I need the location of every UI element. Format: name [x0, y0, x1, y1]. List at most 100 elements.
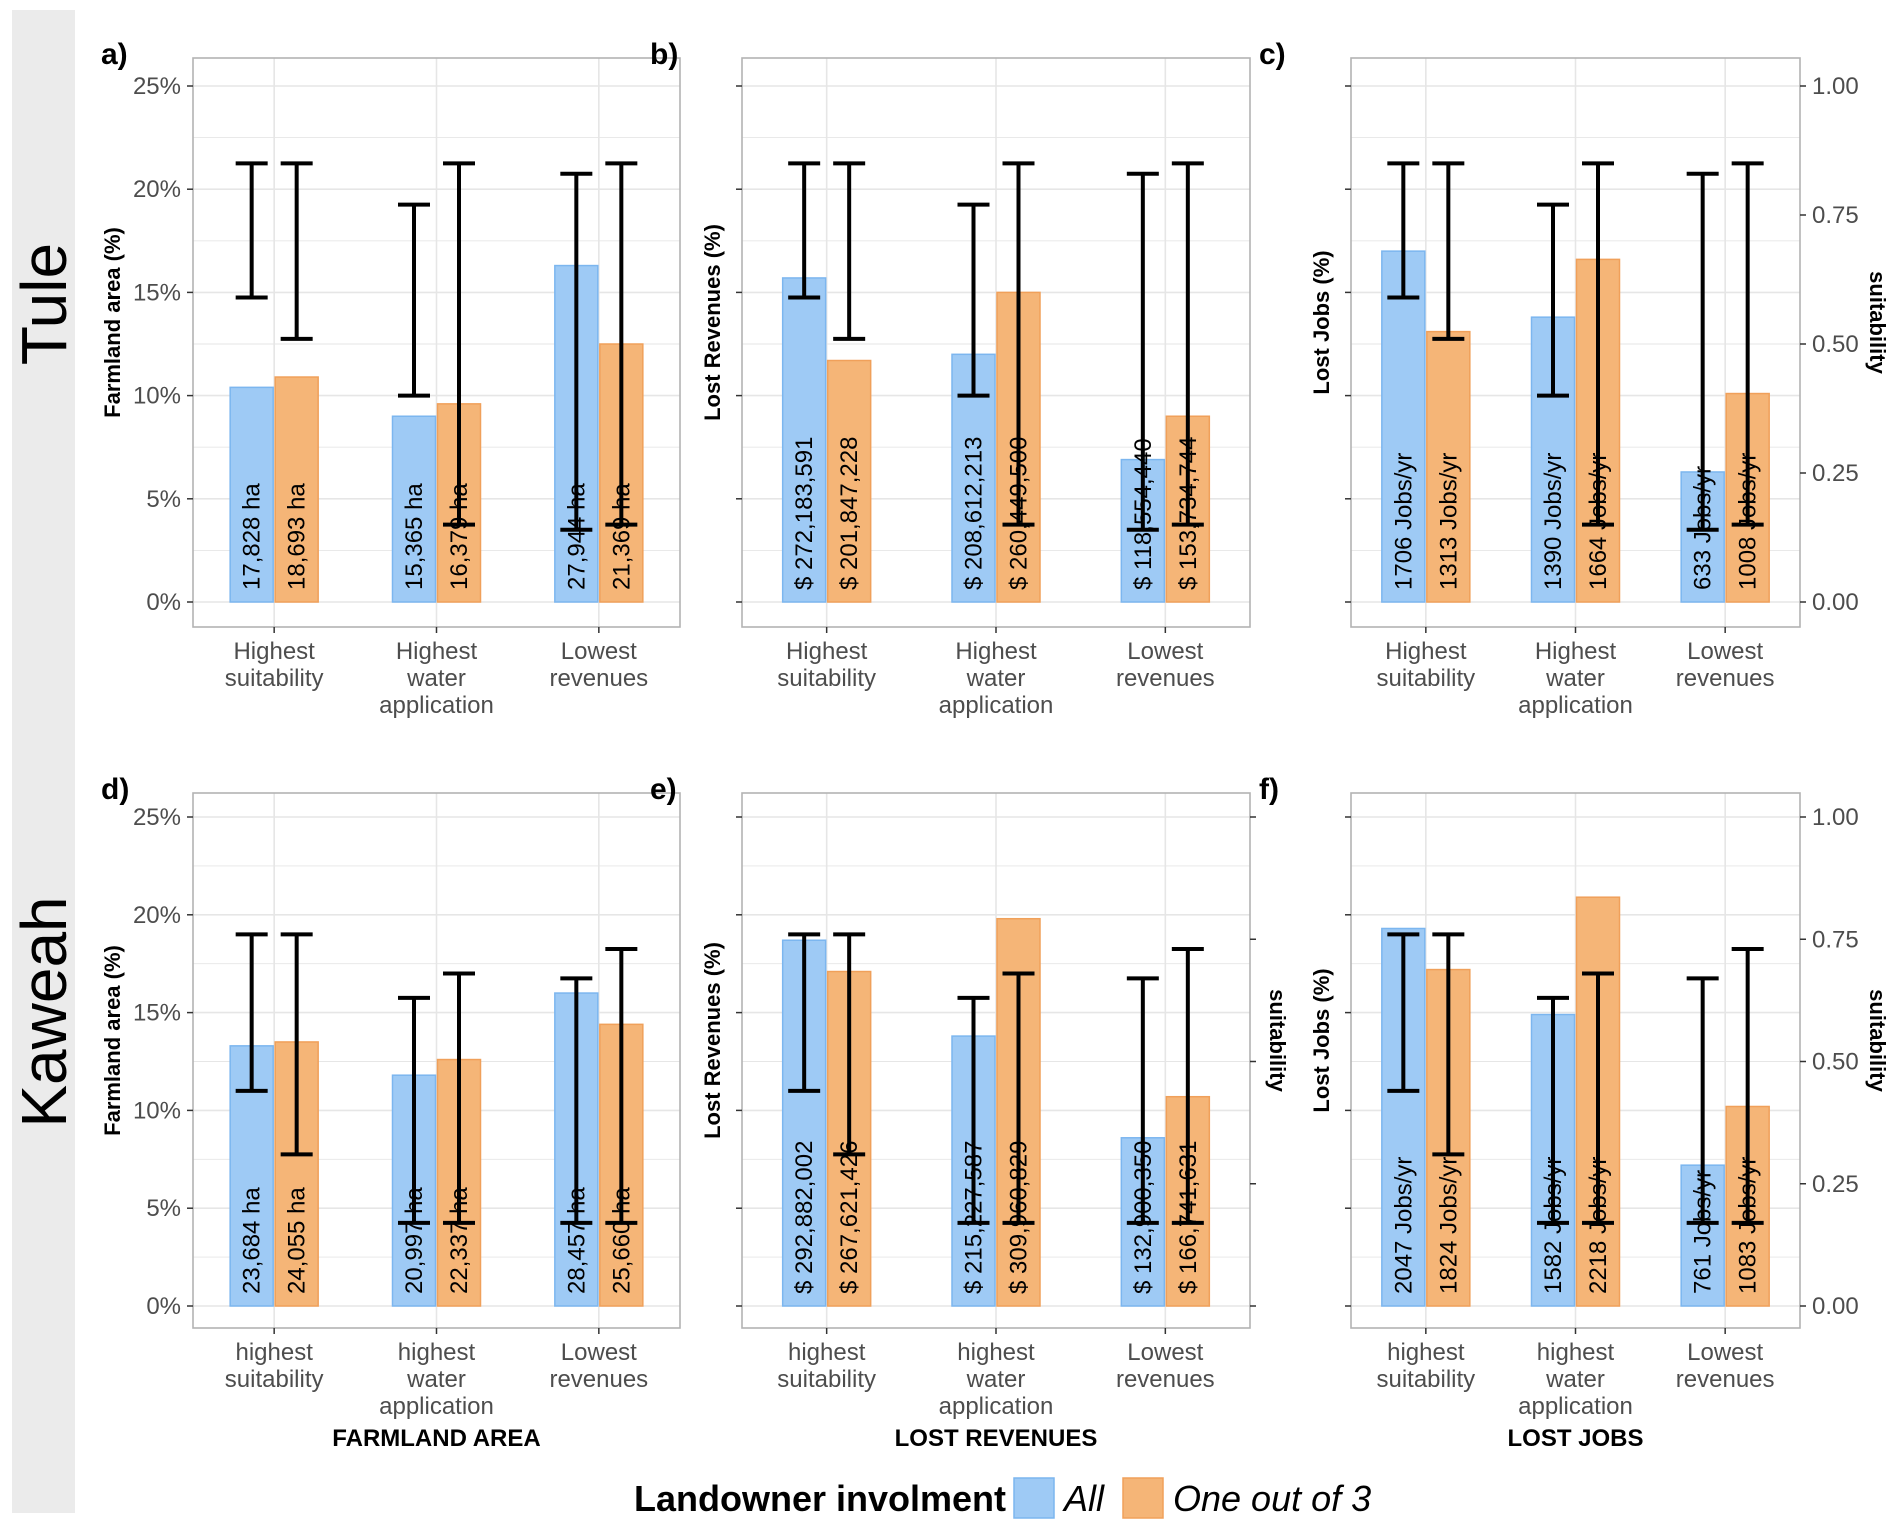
y2-tick-label: 1.00	[1812, 73, 1859, 100]
error-bar	[1126, 171, 1159, 532]
y2-tick-label: 0.75	[1812, 202, 1859, 229]
x-category-label: revenues	[1116, 1366, 1215, 1393]
y-tick-label: 25%	[133, 804, 181, 831]
y-tick-label: 5%	[146, 1195, 181, 1222]
x-category-label: revenues	[549, 1366, 648, 1393]
x-category-label: Lowest	[1127, 638, 1203, 665]
error-bar	[957, 202, 990, 398]
bar-all	[229, 386, 274, 603]
bar-one-of-three	[826, 359, 872, 603]
x-category-label: water	[966, 1366, 1026, 1393]
legend-swatch-one-of-three	[1122, 1477, 1164, 1519]
panel-tag: f)	[1259, 773, 1279, 806]
bar-all	[781, 277, 827, 603]
error-bar	[833, 161, 866, 341]
error-bar	[1126, 976, 1159, 1225]
bar-value-label: $ 292,882,002	[791, 1141, 818, 1294]
bar-value-label: 17,828 ha	[239, 483, 266, 590]
bar-value-label: 15,365 ha	[401, 483, 428, 590]
error-bar	[398, 995, 430, 1225]
error-bar	[605, 947, 638, 1225]
x-category-label: Highest	[955, 638, 1037, 665]
x-category-label: Lowest	[561, 1339, 637, 1366]
panel-tag: e)	[650, 773, 677, 806]
error-bar	[1731, 161, 1764, 527]
legend-swatch-all	[1013, 1477, 1055, 1519]
error-bar	[1537, 995, 1569, 1225]
x-category-label: application	[1518, 692, 1633, 719]
x-category-label: suitability	[225, 1366, 324, 1393]
x-category-label: Lowest	[1687, 1339, 1763, 1366]
x-axis-title: LOST REVENUES	[895, 1425, 1098, 1452]
error-bar	[957, 995, 990, 1225]
panel-e: $ 292,882,002 $ 215,227,587 $ 132,900,350$…	[650, 773, 1290, 1452]
panel-f: 2047 Jobs/yr 1582 Jobs/yr 761 Jobs/yr1824 …	[1259, 773, 1890, 1452]
panel-b: $ 272,183,591 $ 208,612,213 $ 118,554,440$…	[650, 38, 1251, 719]
error-bar	[1432, 161, 1465, 341]
error-bar	[235, 161, 268, 300]
y-tick-label: 20%	[133, 902, 181, 929]
x-category-label: revenues	[549, 665, 648, 692]
x-category-label: application	[379, 692, 494, 719]
y2-axis-title: suitability	[1865, 271, 1890, 374]
bar-value-label: $ 208,612,213	[961, 437, 988, 590]
error-bar	[1686, 976, 1719, 1225]
y-tick-label: 20%	[133, 176, 181, 203]
y-axis-title: Lost Jobs (%)	[1309, 968, 1334, 1112]
y2-tick-label: 0.25	[1812, 1171, 1859, 1198]
bar-value-label: 1706 Jobs/yr	[1390, 453, 1417, 590]
error-bar	[560, 171, 593, 532]
legend: Landowner involment All One out of 3	[634, 1477, 1371, 1519]
x-category-label: Highest	[233, 638, 315, 665]
x-category-label: water	[1545, 665, 1605, 692]
y-axis-title: Farmland area (%)	[100, 227, 125, 418]
bar-value-label: 2047 Jobs/yr	[1390, 1157, 1417, 1294]
x-axis-title: FARMLAND AREA	[332, 1425, 540, 1452]
bar-value-label: $ 267,621,426	[836, 1141, 863, 1294]
bar-value-label: 1313 Jobs/yr	[1435, 453, 1462, 590]
bar-value-label: $ 272,183,591	[791, 437, 818, 590]
bar-value-label: $ 201,847,228	[836, 437, 863, 590]
error-bar	[398, 202, 430, 398]
bar-value-label: 1390 Jobs/yr	[1540, 453, 1567, 590]
y2-axis-title: suitability	[1865, 989, 1890, 1092]
x-category-label: suitability	[225, 665, 324, 692]
error-bar	[1387, 161, 1420, 300]
y-tick-label: 10%	[133, 1097, 181, 1124]
y-tick-label: 25%	[133, 73, 181, 100]
x-category-label: suitability	[777, 1366, 876, 1393]
y2-tick-label: 0.75	[1812, 926, 1859, 953]
x-category-label: Highest	[786, 638, 868, 665]
y-tick-label: 0%	[146, 589, 181, 616]
x-category-label: application	[379, 1393, 494, 1420]
error-bar	[1432, 932, 1465, 1157]
x-category-label: suitability	[1376, 1366, 1475, 1393]
row-label-kaweah: Kaweah	[8, 896, 80, 1127]
x-category-label: water	[1545, 1366, 1605, 1393]
x-category-label: Highest	[396, 638, 478, 665]
x-category-label: Lowest	[1127, 1339, 1203, 1366]
error-bar	[788, 932, 821, 1093]
panel-tag: a)	[101, 38, 128, 71]
legend-label-one-of-three: One out of 3	[1173, 1478, 1371, 1519]
x-category-label: Highest	[1535, 638, 1617, 665]
bar-value-label: 1824 Jobs/yr	[1435, 1157, 1462, 1294]
error-bar	[1731, 947, 1764, 1225]
error-bar	[560, 976, 593, 1225]
y-axis-title: Lost Revenues (%)	[700, 224, 725, 421]
x-axis-title: LOST JOBS	[1507, 1425, 1643, 1452]
x-category-label: revenues	[1116, 665, 1215, 692]
panel-c: 1706 Jobs/yr 1390 Jobs/yr 633 Jobs/yr1313 …	[1259, 38, 1890, 719]
error-bar	[443, 971, 475, 1225]
error-bar	[235, 932, 268, 1093]
bar-value-label: 23,684 ha	[239, 1187, 266, 1294]
x-category-label: suitability	[777, 665, 876, 692]
y-tick-label: 0%	[146, 1293, 181, 1320]
error-bar	[1582, 971, 1614, 1225]
error-bar	[280, 161, 313, 341]
x-category-label: Lowest	[561, 638, 637, 665]
x-category-label: highest	[957, 1339, 1035, 1366]
error-bar	[280, 932, 313, 1157]
